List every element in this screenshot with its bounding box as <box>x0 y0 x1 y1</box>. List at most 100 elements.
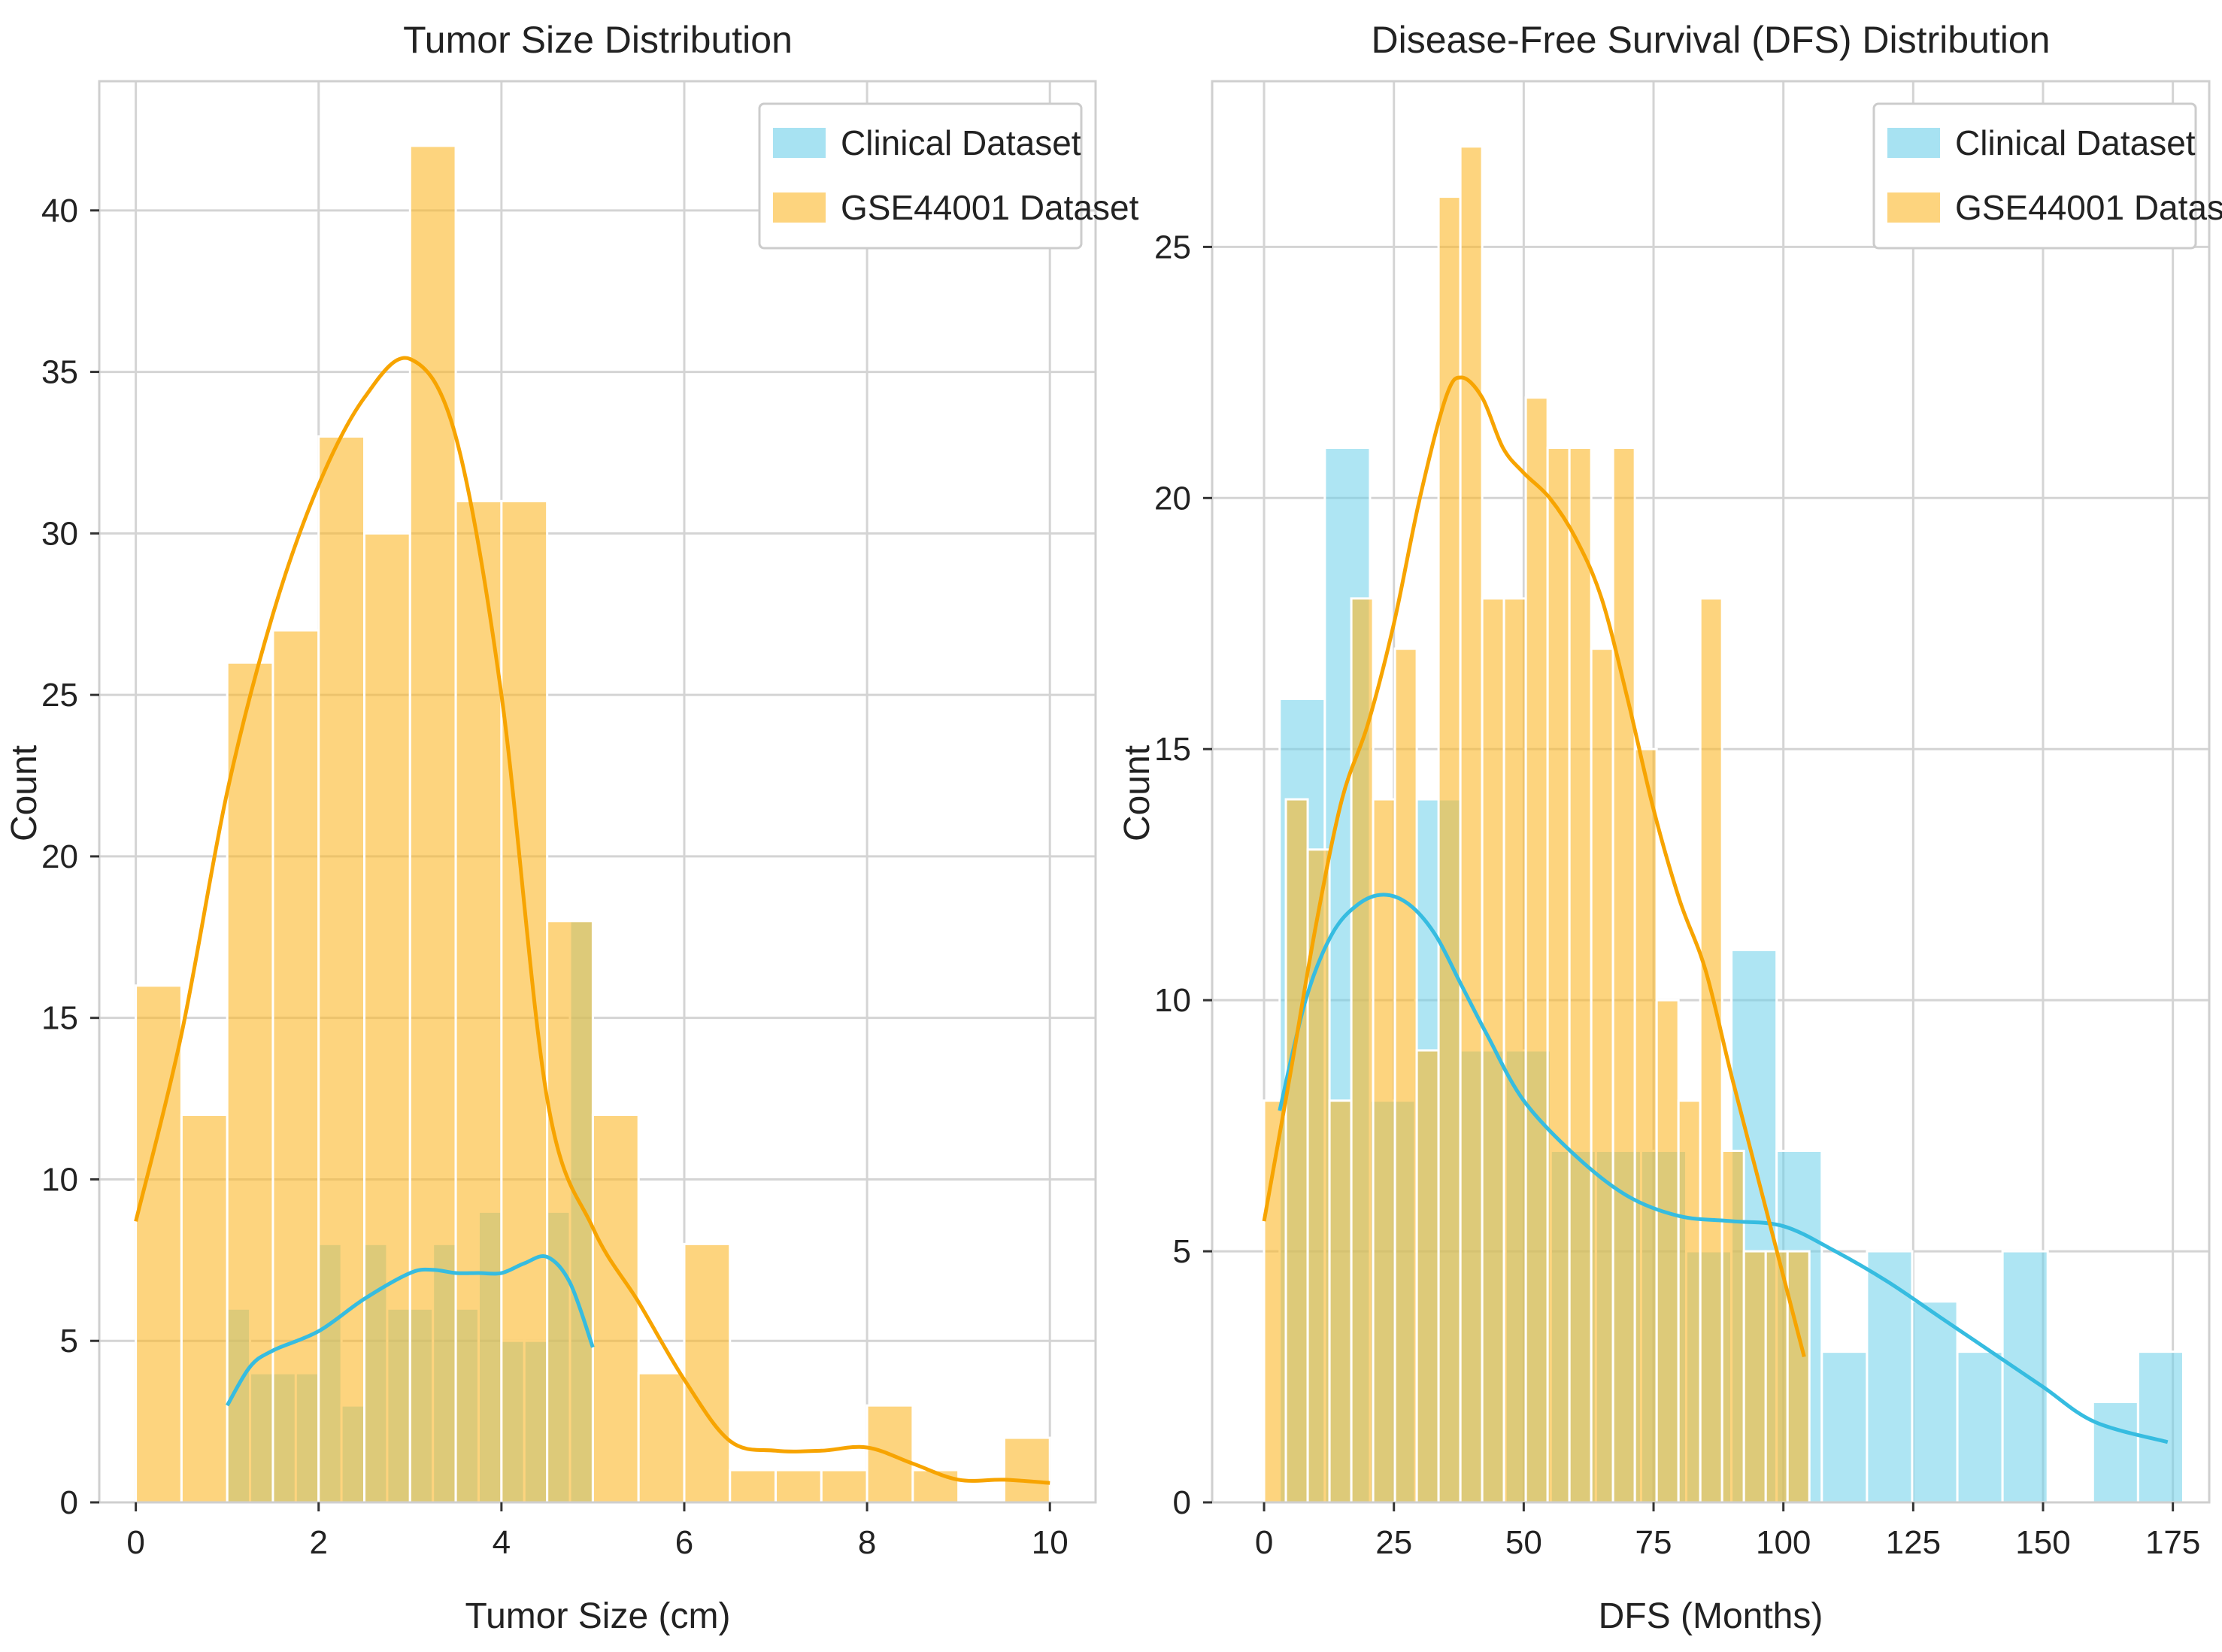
legend-swatch-gse <box>773 192 826 223</box>
gse-bar <box>1350 597 1375 1504</box>
clinical-bar <box>2091 1400 2139 1504</box>
gse-bar <box>271 629 320 1504</box>
x-axis-label: Tumor Size (cm) <box>465 1596 731 1636</box>
x-tick-label: 10 <box>1032 1524 1069 1561</box>
x-tick-label: 75 <box>1635 1524 1672 1561</box>
gse-bar <box>1459 145 1484 1504</box>
legend: Clinical Dataset GSE44001 Dataset <box>758 102 1139 250</box>
y-tick-label: 5 <box>60 1323 78 1359</box>
y-tick-label: 20 <box>41 838 78 875</box>
legend: Clinical Dataset GSE44001 Dataset <box>1872 102 2222 250</box>
gse-bar <box>591 1114 640 1504</box>
gse-bar <box>1393 647 1418 1504</box>
gse-bar <box>1699 597 1723 1504</box>
legend-box <box>1872 102 2197 250</box>
y-tick-label: 5 <box>1173 1233 1191 1270</box>
x-tick-label: 175 <box>2145 1524 2200 1561</box>
gse-bar <box>1633 747 1658 1504</box>
gse-bar <box>363 532 411 1504</box>
gse-bar <box>180 1114 229 1504</box>
x-tick-label: 0 <box>1255 1524 1273 1561</box>
plot-frame <box>1211 80 2211 1504</box>
x-tick-label: 100 <box>1756 1524 1811 1561</box>
gse-bar <box>1546 447 1571 1504</box>
legend-swatch-gse <box>1887 192 1940 223</box>
gse-bar <box>317 435 366 1504</box>
gse-bar <box>637 1372 686 1504</box>
clinical-bar <box>2136 1350 2184 1504</box>
legend-box <box>758 102 1083 250</box>
y-tick-label: 40 <box>41 192 78 229</box>
legend-label-gse: GSE44001 Dataset <box>1955 188 2222 227</box>
x-tick-labels: 0 25 50 75 100 125 150 175 <box>1255 1502 2200 1561</box>
gse-bar <box>1524 396 1549 1504</box>
gse-bar <box>408 144 457 1504</box>
plot-frame <box>98 80 1097 1504</box>
clinical-bar <box>1820 1350 1869 1504</box>
y-tick-labels: 0 5 10 15 20 25 <box>1154 229 1212 1521</box>
gse-bar <box>729 1469 778 1504</box>
legend-swatch-clinical <box>773 128 826 158</box>
gse-kde-line <box>1262 375 1806 1357</box>
gse-bar <box>226 661 274 1504</box>
clinical-bar <box>1866 1250 1914 1504</box>
gse-bar <box>1502 597 1527 1504</box>
y-tick-label: 0 <box>60 1484 78 1521</box>
y-tick-labels: 0 5 10 15 20 25 30 35 40 <box>41 192 99 1521</box>
legend-label-gse: GSE44001 Dataset <box>841 188 1139 227</box>
gse-bar <box>1328 1099 1353 1504</box>
x-tick-label: 6 <box>675 1524 693 1561</box>
gse-bar <box>775 1469 823 1504</box>
x-tick-label: 150 <box>2015 1524 2070 1561</box>
chart-title: Disease-Free Survival (DFS) Distribution <box>1371 19 2050 61</box>
gse-bar <box>1655 999 1680 1504</box>
y-tick-label: 25 <box>1154 229 1191 265</box>
gse-bar <box>683 1242 732 1504</box>
legend-label-clinical: Clinical Dataset <box>1955 123 2196 162</box>
y-axis-label: Count <box>1117 745 1157 841</box>
gse-bar <box>1742 1250 1767 1504</box>
y-tick-label: 15 <box>41 1000 78 1037</box>
x-tick-label: 50 <box>1505 1524 1542 1561</box>
gse-bars <box>135 144 1051 1504</box>
gse-kde-line <box>134 356 1050 1485</box>
gse-bar <box>1002 1436 1051 1504</box>
gse-bar <box>911 1469 960 1504</box>
gse-bar <box>454 499 503 1504</box>
gse-bar <box>1786 1250 1811 1504</box>
clinical-kde-line <box>1278 893 2169 1444</box>
y-tick-label: 0 <box>1173 1484 1191 1521</box>
tumor-size-chart: Tumor Size Distribution 0 2 4 6 8 10 0 5 10 15 20… <box>5 19 1139 1636</box>
dfs-chart: Disease-Free Survival (DFS) Distribution… <box>1117 19 2222 1636</box>
y-tick-label: 10 <box>1154 982 1191 1019</box>
x-tick-label: 2 <box>310 1524 328 1561</box>
x-tick-label: 0 <box>126 1524 144 1561</box>
gse-bar <box>1415 1049 1440 1504</box>
y-tick-label: 20 <box>1154 480 1191 517</box>
x-tick-label: 125 <box>1886 1524 1941 1561</box>
gse-bar <box>1611 447 1636 1504</box>
gse-bar <box>820 1469 868 1504</box>
clinical-kde-line <box>226 1254 595 1407</box>
legend-label-clinical: Clinical Dataset <box>841 123 1081 162</box>
x-tick-label: 8 <box>858 1524 876 1561</box>
x-tick-label: 4 <box>493 1524 511 1561</box>
y-tick-label: 10 <box>41 1161 78 1198</box>
y-tick-label: 30 <box>41 515 78 552</box>
clinical-bar <box>1956 1350 2004 1504</box>
x-tick-label: 25 <box>1375 1524 1412 1561</box>
x-tick-labels: 0 2 4 6 8 10 <box>126 1502 1069 1561</box>
kde-curves <box>1262 375 2169 1444</box>
gse-bar <box>1677 1099 1702 1504</box>
y-tick-label: 25 <box>41 677 78 714</box>
gse-bar <box>1284 798 1309 1504</box>
gse-bar <box>1372 798 1396 1504</box>
gse-bar <box>1764 1250 1789 1504</box>
gse-bar <box>1568 447 1593 1504</box>
chart-title: Tumor Size Distribution <box>403 19 793 61</box>
kde-curves <box>134 356 1050 1485</box>
gse-bar <box>1590 647 1614 1504</box>
clinical-bar <box>1911 1300 1959 1504</box>
y-axis-label: Count <box>5 745 44 841</box>
